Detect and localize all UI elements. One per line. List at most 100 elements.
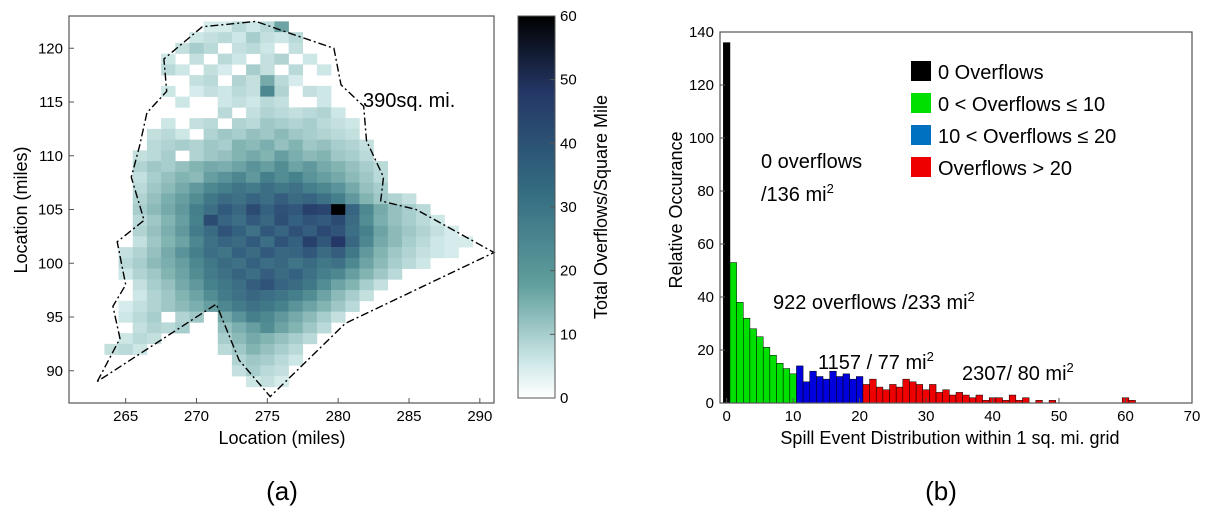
- histogram-bar: [962, 394, 970, 404]
- heatmap-cell: [161, 322, 176, 334]
- heatmap-cell: [175, 247, 190, 259]
- heatmap-cell: [203, 64, 219, 76]
- histogram-y-tick-label: 20: [697, 342, 714, 359]
- heatmap-cell: [189, 247, 204, 259]
- heatmap-cell: [146, 300, 162, 312]
- histogram-bar: [822, 378, 830, 404]
- heatmap-panel: 265 270 275 280 285 290 90 95 100 105 110 115 120 L…: [11, 15, 496, 506]
- heatmap-cell: [161, 64, 176, 76]
- heatmap-cell: [246, 333, 261, 345]
- heatmap-cell: [274, 53, 289, 65]
- heatmap-cell: [161, 161, 176, 173]
- heatmap-cell: [345, 257, 360, 269]
- heatmap-cell: [387, 236, 403, 248]
- legend-swatch-high: [911, 157, 931, 177]
- heatmap-cell: [288, 139, 304, 151]
- heatmap-cell: [260, 343, 275, 355]
- heatmap-cell: [161, 53, 176, 65]
- heatmap-cell: [274, 354, 289, 366]
- heatmap-cell: [401, 236, 417, 248]
- heatmap-cell: [203, 214, 219, 226]
- heatmap-cell: [175, 42, 190, 54]
- heatmap-cell: [246, 268, 261, 280]
- heatmap-cell: [146, 333, 162, 345]
- histogram-y-tick-label: 80: [697, 183, 714, 200]
- heatmap-cell: [274, 225, 289, 237]
- heatmap-cell: [345, 204, 360, 216]
- heatmap-cell: [146, 279, 162, 291]
- heatmap-cell: [231, 171, 247, 183]
- histogram-bar: [942, 389, 950, 404]
- heatmap-cell: [359, 279, 374, 291]
- heatmap-cell: [175, 225, 190, 237]
- heatmap-cell: [217, 300, 233, 312]
- colorbar-tick-label: 60: [560, 8, 577, 25]
- heatmap-x-axis-label: Location (miles): [218, 428, 345, 448]
- heatmap-cell: [175, 300, 190, 312]
- heatmap-cell: [203, 118, 219, 130]
- heatmap-cell: [331, 311, 346, 323]
- heatmap-cell: [132, 193, 148, 205]
- heatmap-y-tick-label: 105: [38, 202, 63, 219]
- heatmap-cell: [217, 257, 233, 269]
- heatmap-cell: [161, 247, 176, 259]
- heatmap-cell: [288, 193, 304, 205]
- heatmap-cell: [146, 236, 162, 248]
- heatmap-cell: [231, 128, 247, 140]
- heatmap-cell: [203, 300, 219, 312]
- legend-swatch-low: [911, 93, 931, 113]
- legend-entry-zero: 0 Overflows: [938, 62, 1044, 84]
- heatmap-cell: [274, 150, 289, 162]
- histogram-bar: [909, 381, 917, 404]
- heatmap-cell: [217, 32, 233, 44]
- heatmap-cell: [161, 204, 176, 216]
- histogram-x-tick-label: 10: [785, 408, 802, 425]
- heatmap-cell: [217, 247, 233, 259]
- heatmap-cell: [132, 182, 148, 194]
- heatmap-cell: [132, 214, 148, 226]
- heatmap-cell: [189, 118, 204, 130]
- heatmap-cell: [288, 322, 304, 334]
- heatmap-cell: [302, 247, 318, 259]
- heatmap-cell: [260, 225, 275, 237]
- annotation-high-overflows: 2307/ 80 mi2: [962, 360, 1074, 385]
- histogram-y-ticks: 0 20 40 60 80 100 120 140: [689, 24, 725, 412]
- heatmap-cell: [260, 204, 275, 216]
- heatmap-y-tick-label: 120: [38, 40, 63, 57]
- heatmap-cell: [260, 376, 275, 388]
- heatmap-cell: [260, 290, 275, 302]
- annotation-low-overflows: 922 overflows /233 mi2: [773, 289, 975, 314]
- heatmap-cell: [189, 279, 204, 291]
- heatmap-cell: [274, 96, 289, 108]
- heatmap-cell: [416, 214, 431, 226]
- heatmap-cell: [217, 21, 233, 33]
- histogram-x-ticks: 0 10 20 30 40 50 60 70: [722, 398, 1200, 425]
- histogram-y-tick-label: 60: [697, 236, 714, 253]
- colorbar-tick-label: 20: [560, 263, 577, 280]
- heatmap-cell: [146, 322, 162, 334]
- heatmap-cell: [231, 204, 247, 216]
- heatmap-cell: [132, 236, 148, 248]
- histogram-x-tick-label: 60: [1117, 408, 1134, 425]
- heatmap-cell: [146, 139, 162, 151]
- heatmap-cell: [387, 204, 403, 216]
- heatmap-cell: [231, 290, 247, 302]
- heatmap-cell: [331, 214, 346, 226]
- heatmap-cell: [260, 32, 275, 44]
- heatmap-cell: [288, 75, 304, 87]
- heatmap-cell: [288, 182, 304, 194]
- heatmap-cell: [203, 257, 219, 269]
- heatmap-cell: [260, 365, 275, 377]
- heatmap-cell: [217, 128, 233, 140]
- heatmap-cell: [217, 193, 233, 205]
- heatmap-cell: [359, 182, 374, 194]
- heatmap-cell: [231, 333, 247, 345]
- heatmap-cell: [203, 21, 219, 33]
- colorbar-gradient: [517, 15, 556, 399]
- histogram-bar: [743, 317, 751, 404]
- heatmap-cell: [274, 257, 289, 269]
- heatmap-cell: [231, 322, 247, 334]
- heatmap-cell: [274, 193, 289, 205]
- heatmap-cell: [260, 300, 275, 312]
- heatmap-cell: [331, 300, 346, 312]
